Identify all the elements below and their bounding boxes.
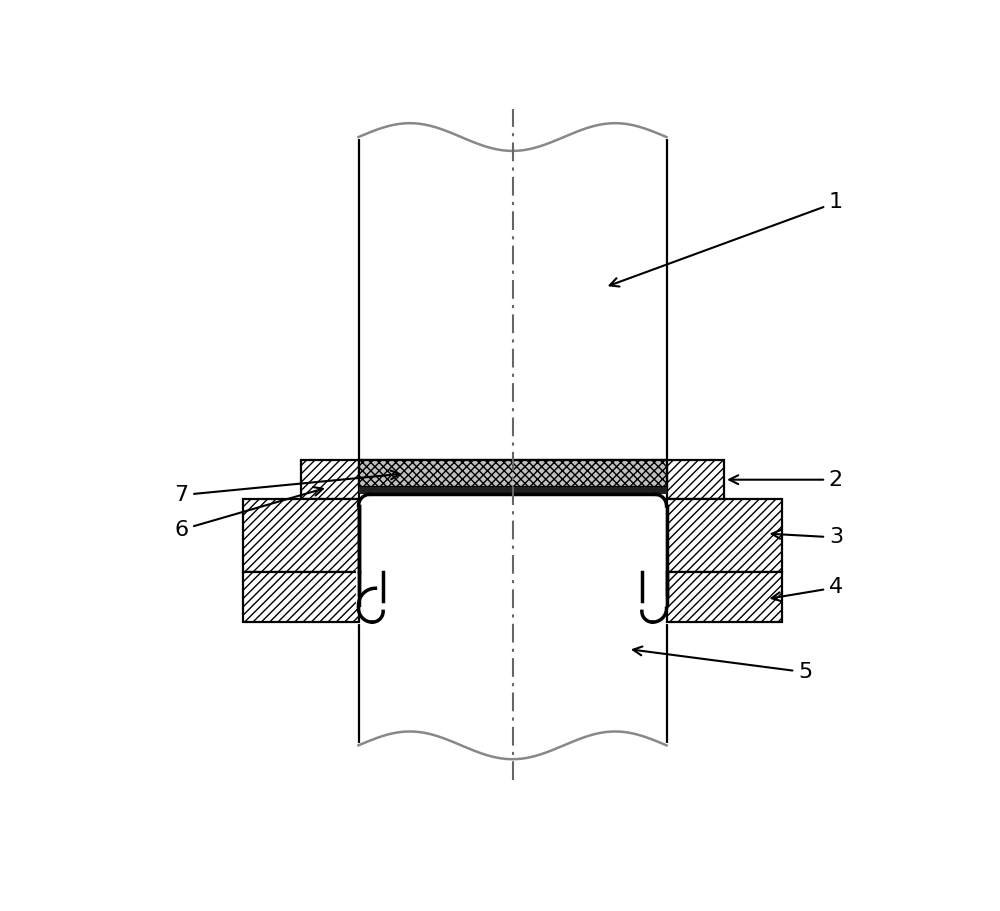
Bar	[667, 460, 724, 499]
Bar	[667, 499, 782, 572]
Text: 7: 7	[174, 470, 400, 505]
Bar	[358, 137, 667, 460]
Bar	[301, 460, 358, 499]
Text: 6: 6	[174, 487, 323, 539]
Bar	[358, 487, 667, 495]
Text: 5: 5	[633, 647, 812, 682]
Bar	[667, 572, 782, 622]
Bar	[358, 622, 667, 745]
Bar	[243, 499, 359, 572]
Text: 3: 3	[772, 527, 843, 548]
Text: 1: 1	[610, 192, 843, 287]
Bar	[358, 460, 667, 487]
Bar	[243, 572, 359, 622]
Text: 2: 2	[729, 470, 843, 490]
Text: 4: 4	[772, 578, 843, 601]
